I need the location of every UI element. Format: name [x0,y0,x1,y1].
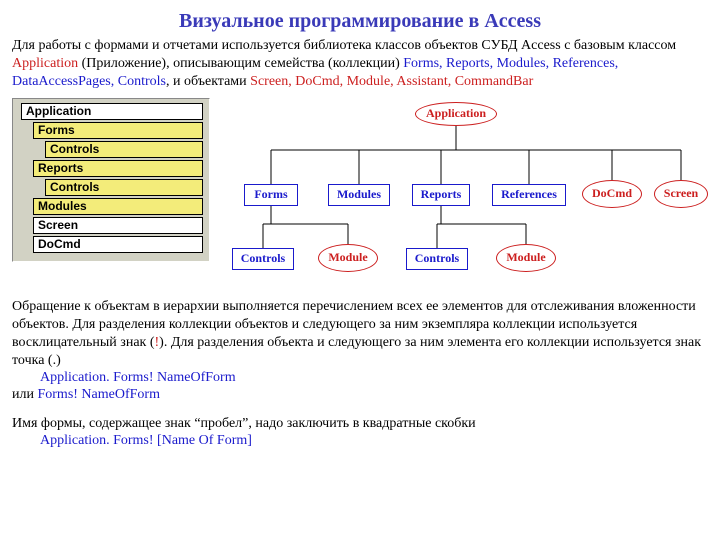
tree-item[interactable]: Screen [19,217,203,235]
tree-item-label: Controls [45,179,203,196]
code-example-1: Application. Forms! NameOfForm [12,370,708,386]
tree-item-label: Screen [33,217,203,234]
tree-item-label: Forms [33,122,203,139]
intro-t2: (Приложение), описывающим семейства (кол… [78,56,403,71]
diagram-node-mods: Modules [328,184,390,206]
tree-item-label: Modules [33,198,203,215]
intro-objects: Screen, DoCmd, Module, Assistant, Comman… [250,74,533,89]
diagram-node-reps: Reports [412,184,470,206]
page-title: Визуальное программирование в Access [12,10,708,33]
diagram-node-ctl1: Controls [232,248,294,270]
object-tree: Application Forms Controls Reports Controls M… [12,98,210,262]
tree-item-label: Application [21,103,203,120]
tree-item[interactable]: Reports [19,160,203,178]
diagram-node-mod2: Module [496,244,556,272]
body-paragraph-2: Обращение к объектам в иерархии выполняе… [12,298,708,371]
code-example-2: Forms! NameOfForm [37,387,160,402]
intro-t1: Для работы с формами и отчетами использу… [12,38,676,53]
diagram-node-forms: Forms [244,184,298,206]
tree-item-label: DoCmd [33,236,203,253]
or-label: или [12,387,37,402]
tree-item-label: Controls [45,141,203,158]
intro-t3: , и объектами [166,74,250,89]
diagram-node-docmd: DoCmd [582,180,642,208]
tree-item[interactable]: Forms [19,122,203,140]
tree-item[interactable]: Controls [19,179,203,197]
tree-item[interactable]: DoCmd [19,236,203,254]
intro-paragraph: Для работы с формами и отчетами использу… [12,37,708,92]
body-paragraph-3: Имя формы, содержащее знак “пробел”, над… [12,415,708,433]
tree-item[interactable]: Controls [19,141,203,159]
hierarchy-diagram: Application Forms Modules Reports References… [220,98,708,288]
code-example-3: Application. Forms! [Name Of Form] [12,433,708,449]
diagram-node-ctl2: Controls [406,248,468,270]
intro-application: Application [12,56,78,71]
diagram-node-mod1: Module [318,244,378,272]
diagram-node-refs: References [492,184,566,206]
diagram-node-scrn: Screen [654,180,708,208]
tree-item[interactable]: Application [19,103,203,121]
code-example-or-line: или Forms! NameOfForm [12,386,708,404]
tree-item-label: Reports [33,160,203,177]
tree-item[interactable]: Modules [19,198,203,216]
diagram-node-app: Application [415,102,497,126]
